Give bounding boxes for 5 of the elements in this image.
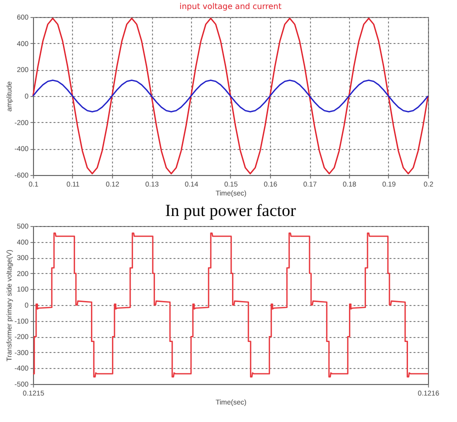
- chart-title: In put power factor: [165, 201, 296, 220]
- line-series: [32, 232, 429, 378]
- line-series: [32, 80, 429, 112]
- line-series: [32, 18, 429, 174]
- chart-title: input voltage and current: [179, 2, 282, 11]
